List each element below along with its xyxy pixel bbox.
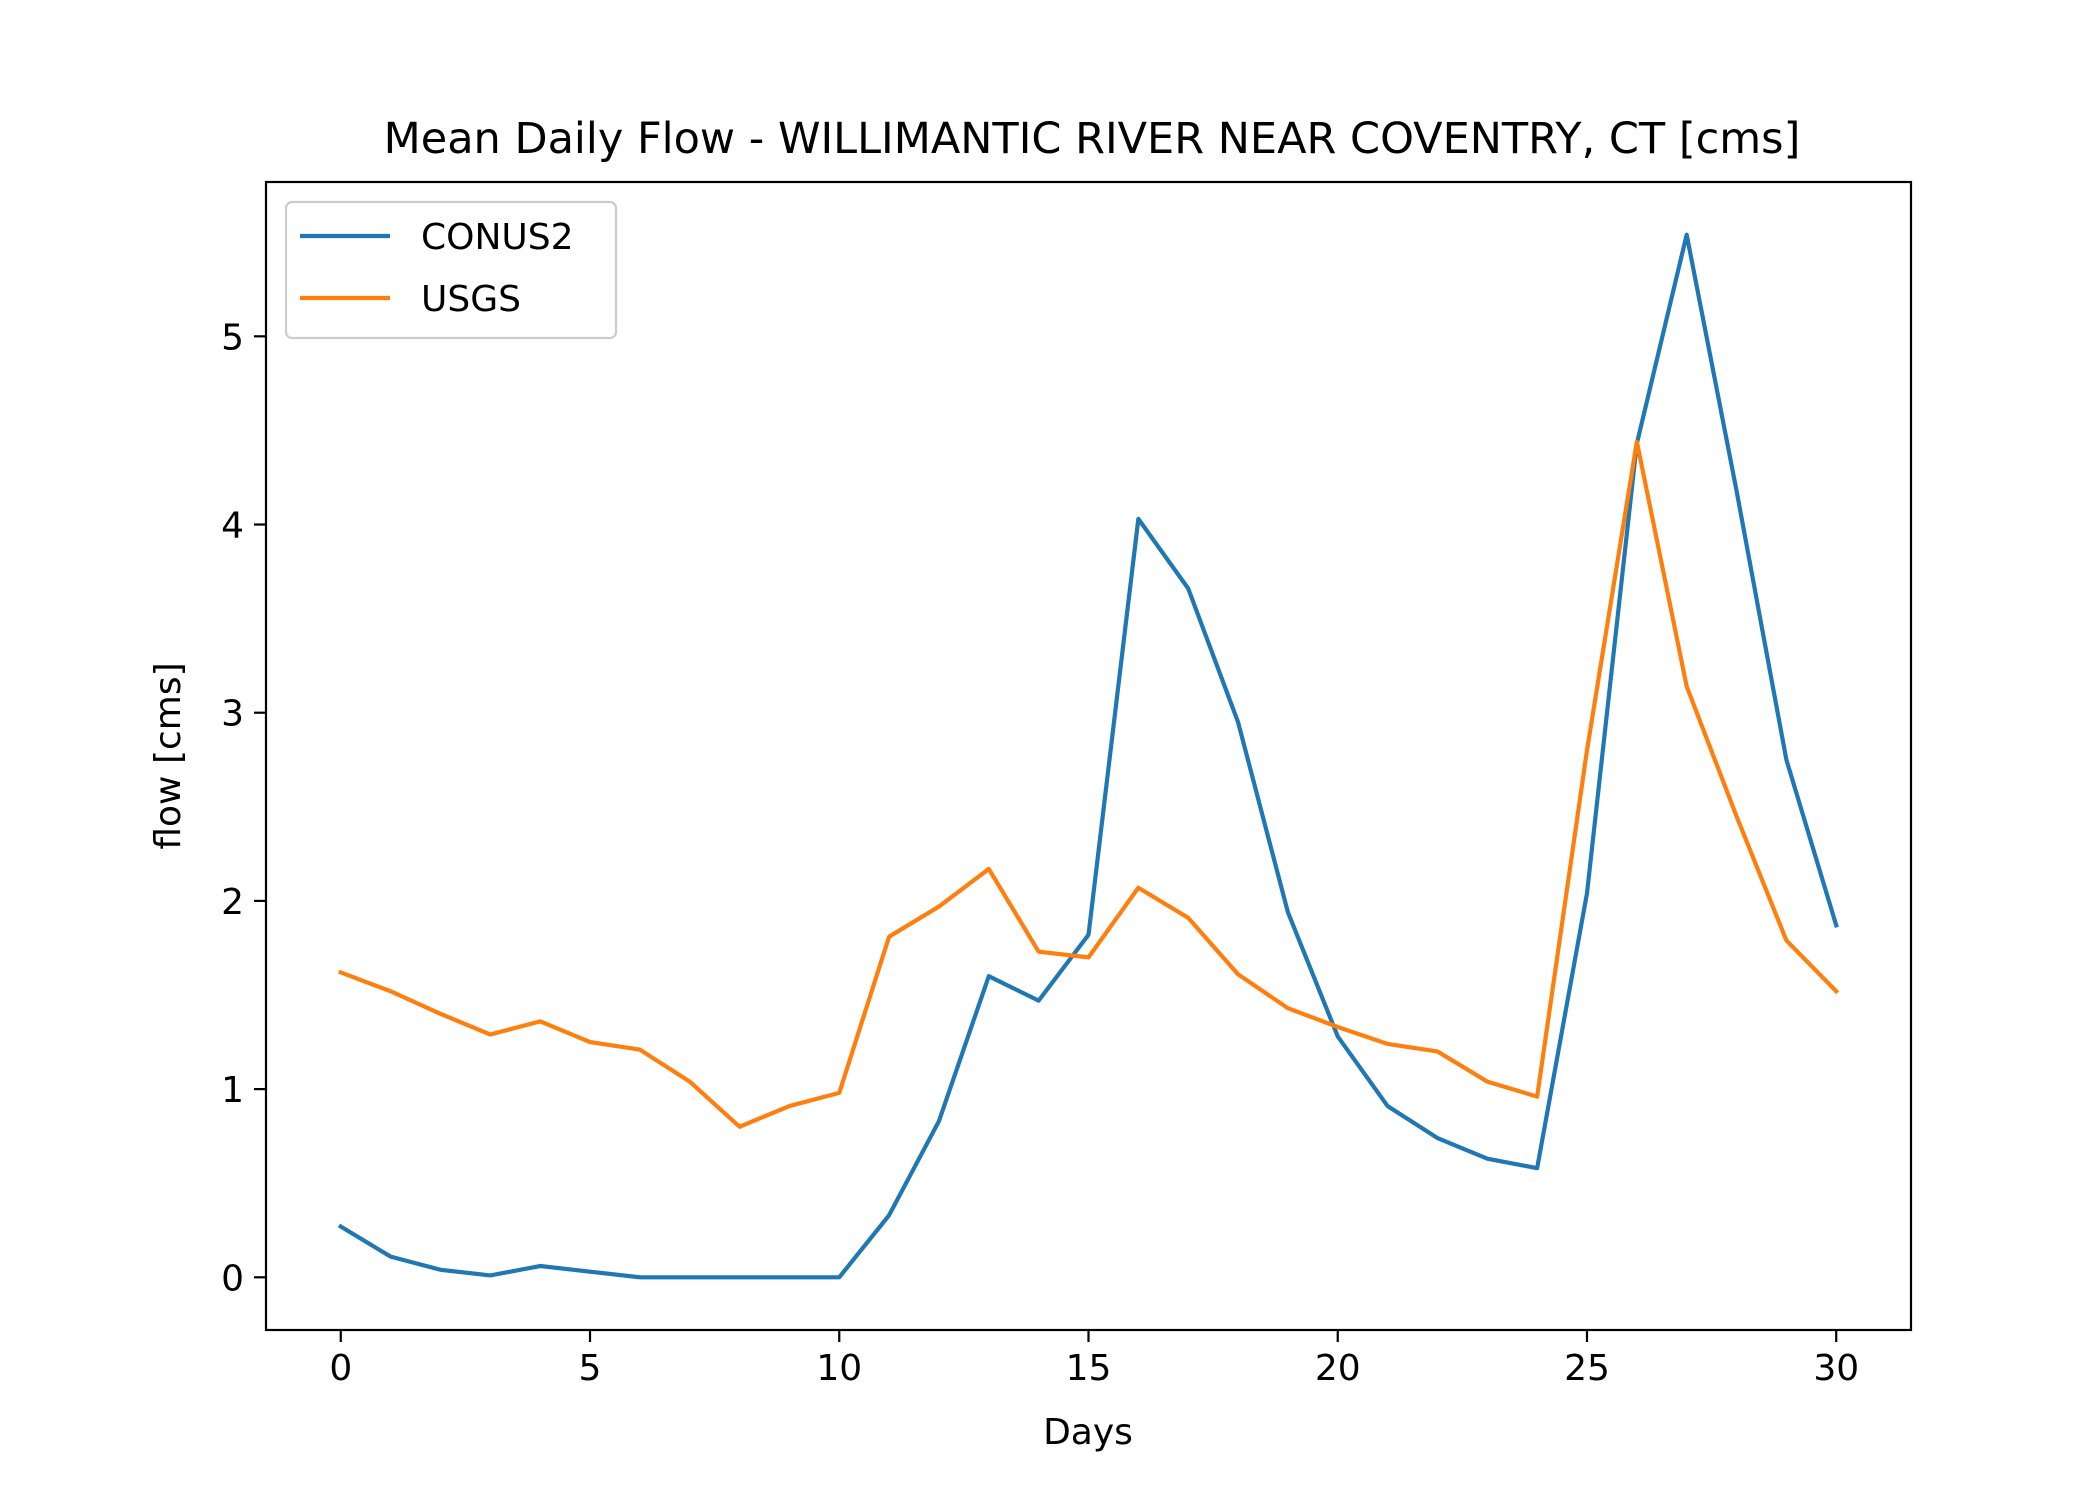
series-lines: [337, 232, 1840, 1280]
legend: CONUS2 USGS: [284, 200, 618, 340]
y-tick-label: 3: [221, 694, 244, 735]
y-tick-label: 0: [221, 1258, 244, 1299]
y-tick-label: 1: [221, 1070, 244, 1111]
x-tick-label: 0: [329, 1348, 352, 1389]
y-axis-ticks: 0 1 2 3 4 5: [221, 317, 266, 1299]
x-axis-label: Days: [1043, 1412, 1133, 1453]
legend-label-usgs: USGS: [421, 279, 521, 320]
x-axis-ticks: 0 5 10 15 20 25 30: [329, 1330, 1859, 1389]
series-line-conus2: [337, 232, 1839, 1280]
legend-label-conus2: CONUS2: [421, 217, 574, 258]
y-tick-label: 5: [221, 317, 244, 358]
y-axis-label: flow [cms]: [148, 662, 189, 849]
x-tick-label: 25: [1564, 1348, 1610, 1389]
legend-items: CONUS2 USGS: [300, 217, 574, 320]
plot-area-frame: [264, 180, 1913, 1332]
x-tick-label: 5: [579, 1348, 602, 1389]
x-tick-label: 20: [1315, 1348, 1361, 1389]
chart-title: Mean Daily Flow - WILLIMANTIC RIVER NEAR…: [384, 114, 1801, 164]
y-tick-label: 2: [221, 882, 244, 923]
x-tick-label: 10: [816, 1348, 862, 1389]
x-tick-label: 30: [1813, 1348, 1859, 1389]
x-tick-label: 15: [1066, 1348, 1112, 1389]
y-tick-label: 4: [221, 506, 244, 547]
series-line-usgs: [338, 439, 1840, 1129]
